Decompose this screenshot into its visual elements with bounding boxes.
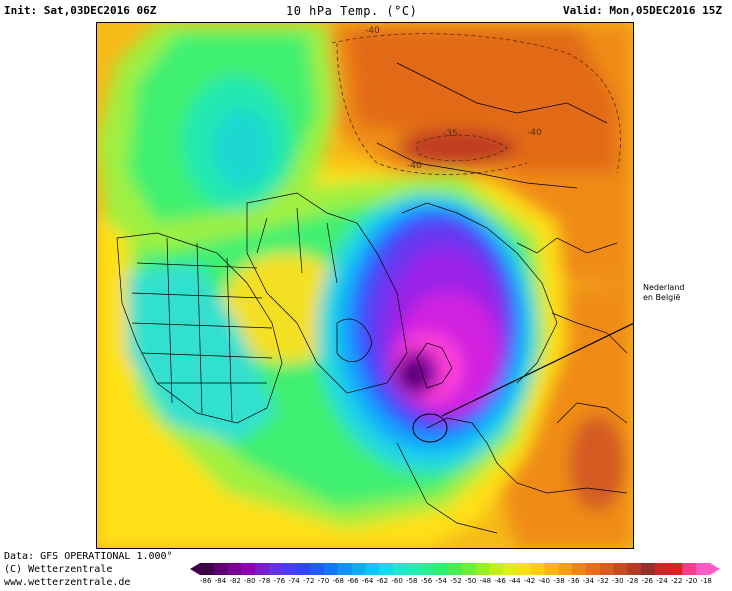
colorbar-cell [213,563,229,575]
colorbar-cell [599,563,615,575]
colorbar-cell [461,563,477,575]
annotation-label: Nederland en België [643,283,684,303]
colorbar-cell [434,563,449,575]
colorbar-cell [296,563,311,575]
colorbar-cell [406,563,422,575]
colorbar-tick-label: -42 [523,577,536,585]
colorbar-cell [696,563,711,575]
colorbar-tick-labels: -86 -84 -82 -80 -78 -76 -74 -72 -70 -68 -66 -64 -62-… [200,577,712,587]
colorbar-tick-label: -48 [479,577,492,585]
temperature-field [97,23,633,548]
colorbar-tick-label: -66 [347,577,359,585]
colorbar-cell [517,563,532,575]
colorbar-tick-label: -22 [671,577,683,585]
colorbar-cell [503,563,518,575]
colorbar-cell [255,563,270,575]
website: www.wetterzentrale.de [4,577,131,588]
colorbar-tick-label: -74 [288,577,300,585]
colorbar [190,563,720,575]
contour-label: -40 [527,128,542,138]
contour-label: -40 [365,26,380,36]
colorbar-cell [668,563,683,575]
annotation-line-1: Nederland [643,283,685,292]
colorbar-tick-label: -54 [435,577,447,585]
colorbar-tick-label: -72 [303,577,315,585]
colorbar-tick-label: -68 [332,577,344,585]
colorbar-tick-label: -82 [229,577,241,585]
colorbar-tick-label: -36 [567,577,580,585]
colorbar-cell [654,563,670,575]
colorbar-cell [379,563,394,575]
colorbar-cell [420,563,435,575]
colorbar-tick-label: -80 [244,577,256,585]
colorbar-tick-label: -44 [509,577,521,585]
temperature-map: -40 -35 -40 -40 [96,22,634,549]
colorbar-right-arrow [710,563,720,575]
annotation-line-2: en België [643,293,681,302]
colorbar-cell [489,563,504,575]
colorbar-cell [241,563,256,575]
colorbar-tick-label: -56 [420,577,433,585]
colorbar-tick-label: -62 [376,577,389,585]
map-canvas: -40 -35 -40 -40 [97,23,633,548]
data-source: Data: GFS OPERATIONAL 1.000° [4,551,173,562]
colorbar-cell [268,563,284,575]
colorbar-tick-label: -34 [582,577,595,585]
colorbar-cell [613,563,628,575]
colorbar-tick-label: -24 [656,577,668,585]
colorbar-tick-label: -38 [553,577,565,585]
colorbar-left-arrow [190,563,200,575]
colorbar-cell [282,563,297,575]
pointer-line [441,322,633,417]
colorbar-cell [365,563,380,575]
colorbar-cell [585,563,601,575]
contour-label: -40 [407,161,422,171]
colorbar-tick-label: -60 [391,577,403,585]
init-time-label: Init: Sat,03DEC2016 06Z [4,4,157,17]
colorbar-cell [200,563,215,575]
colorbar-tick-label: -20 [685,577,698,585]
colorbar-cell [392,563,408,575]
colorbar-cell [337,563,353,575]
colorbar-tick-label: -76 [273,577,286,585]
colorbar-cell [544,563,559,575]
colorbar-tick-label: -50 [464,577,477,585]
colorbar-tick-label: -46 [494,577,506,585]
isotherm-contours [331,33,621,175]
colorbar-cell [475,563,490,575]
colorbar-tick-label: -40 [538,577,550,585]
coastlines-crisp [116,62,628,534]
colorbar-tick-label: -28 [626,577,639,585]
colorbar-cell [310,563,325,575]
colorbar-tick-label: -52 [450,577,462,585]
colorbar-cells [200,563,711,575]
colorbar-tick-label: -78 [258,577,271,585]
colorbar-cell [448,563,463,575]
colorbar-cell [324,563,339,575]
colorbar-cell [351,563,366,575]
highlight-circle [412,413,448,443]
colorbar-cell [530,563,546,575]
colorbar-tick-label: -30 [612,577,624,585]
valid-time-label: Valid: Mon,05DEC2016 15Z [563,4,722,17]
colorbar-tick-label: -70 [317,577,330,585]
colorbar-tick-label: -64 [361,577,374,585]
copyright: (C) Wetterzentrale [4,564,113,575]
colorbar-cell [227,563,242,575]
colorbar-tick-label: -18 [700,577,712,585]
colorbar-tick-label: -58 [406,577,418,585]
colorbar-tick-label: -86 [200,577,212,585]
colorbar-cell [572,563,587,575]
contour-label: -35 [443,129,458,139]
colorbar-cell [627,563,642,575]
colorbar-cell [682,563,697,575]
colorbar-tick-label: -26 [641,577,653,585]
colorbar-tick-label: -84 [214,577,227,585]
colorbar-cell [558,563,573,575]
colorbar-tick-label: -32 [597,577,609,585]
colorbar-cell [641,563,656,575]
chart-title: 10 hPa Temp. (°C) [286,4,418,18]
